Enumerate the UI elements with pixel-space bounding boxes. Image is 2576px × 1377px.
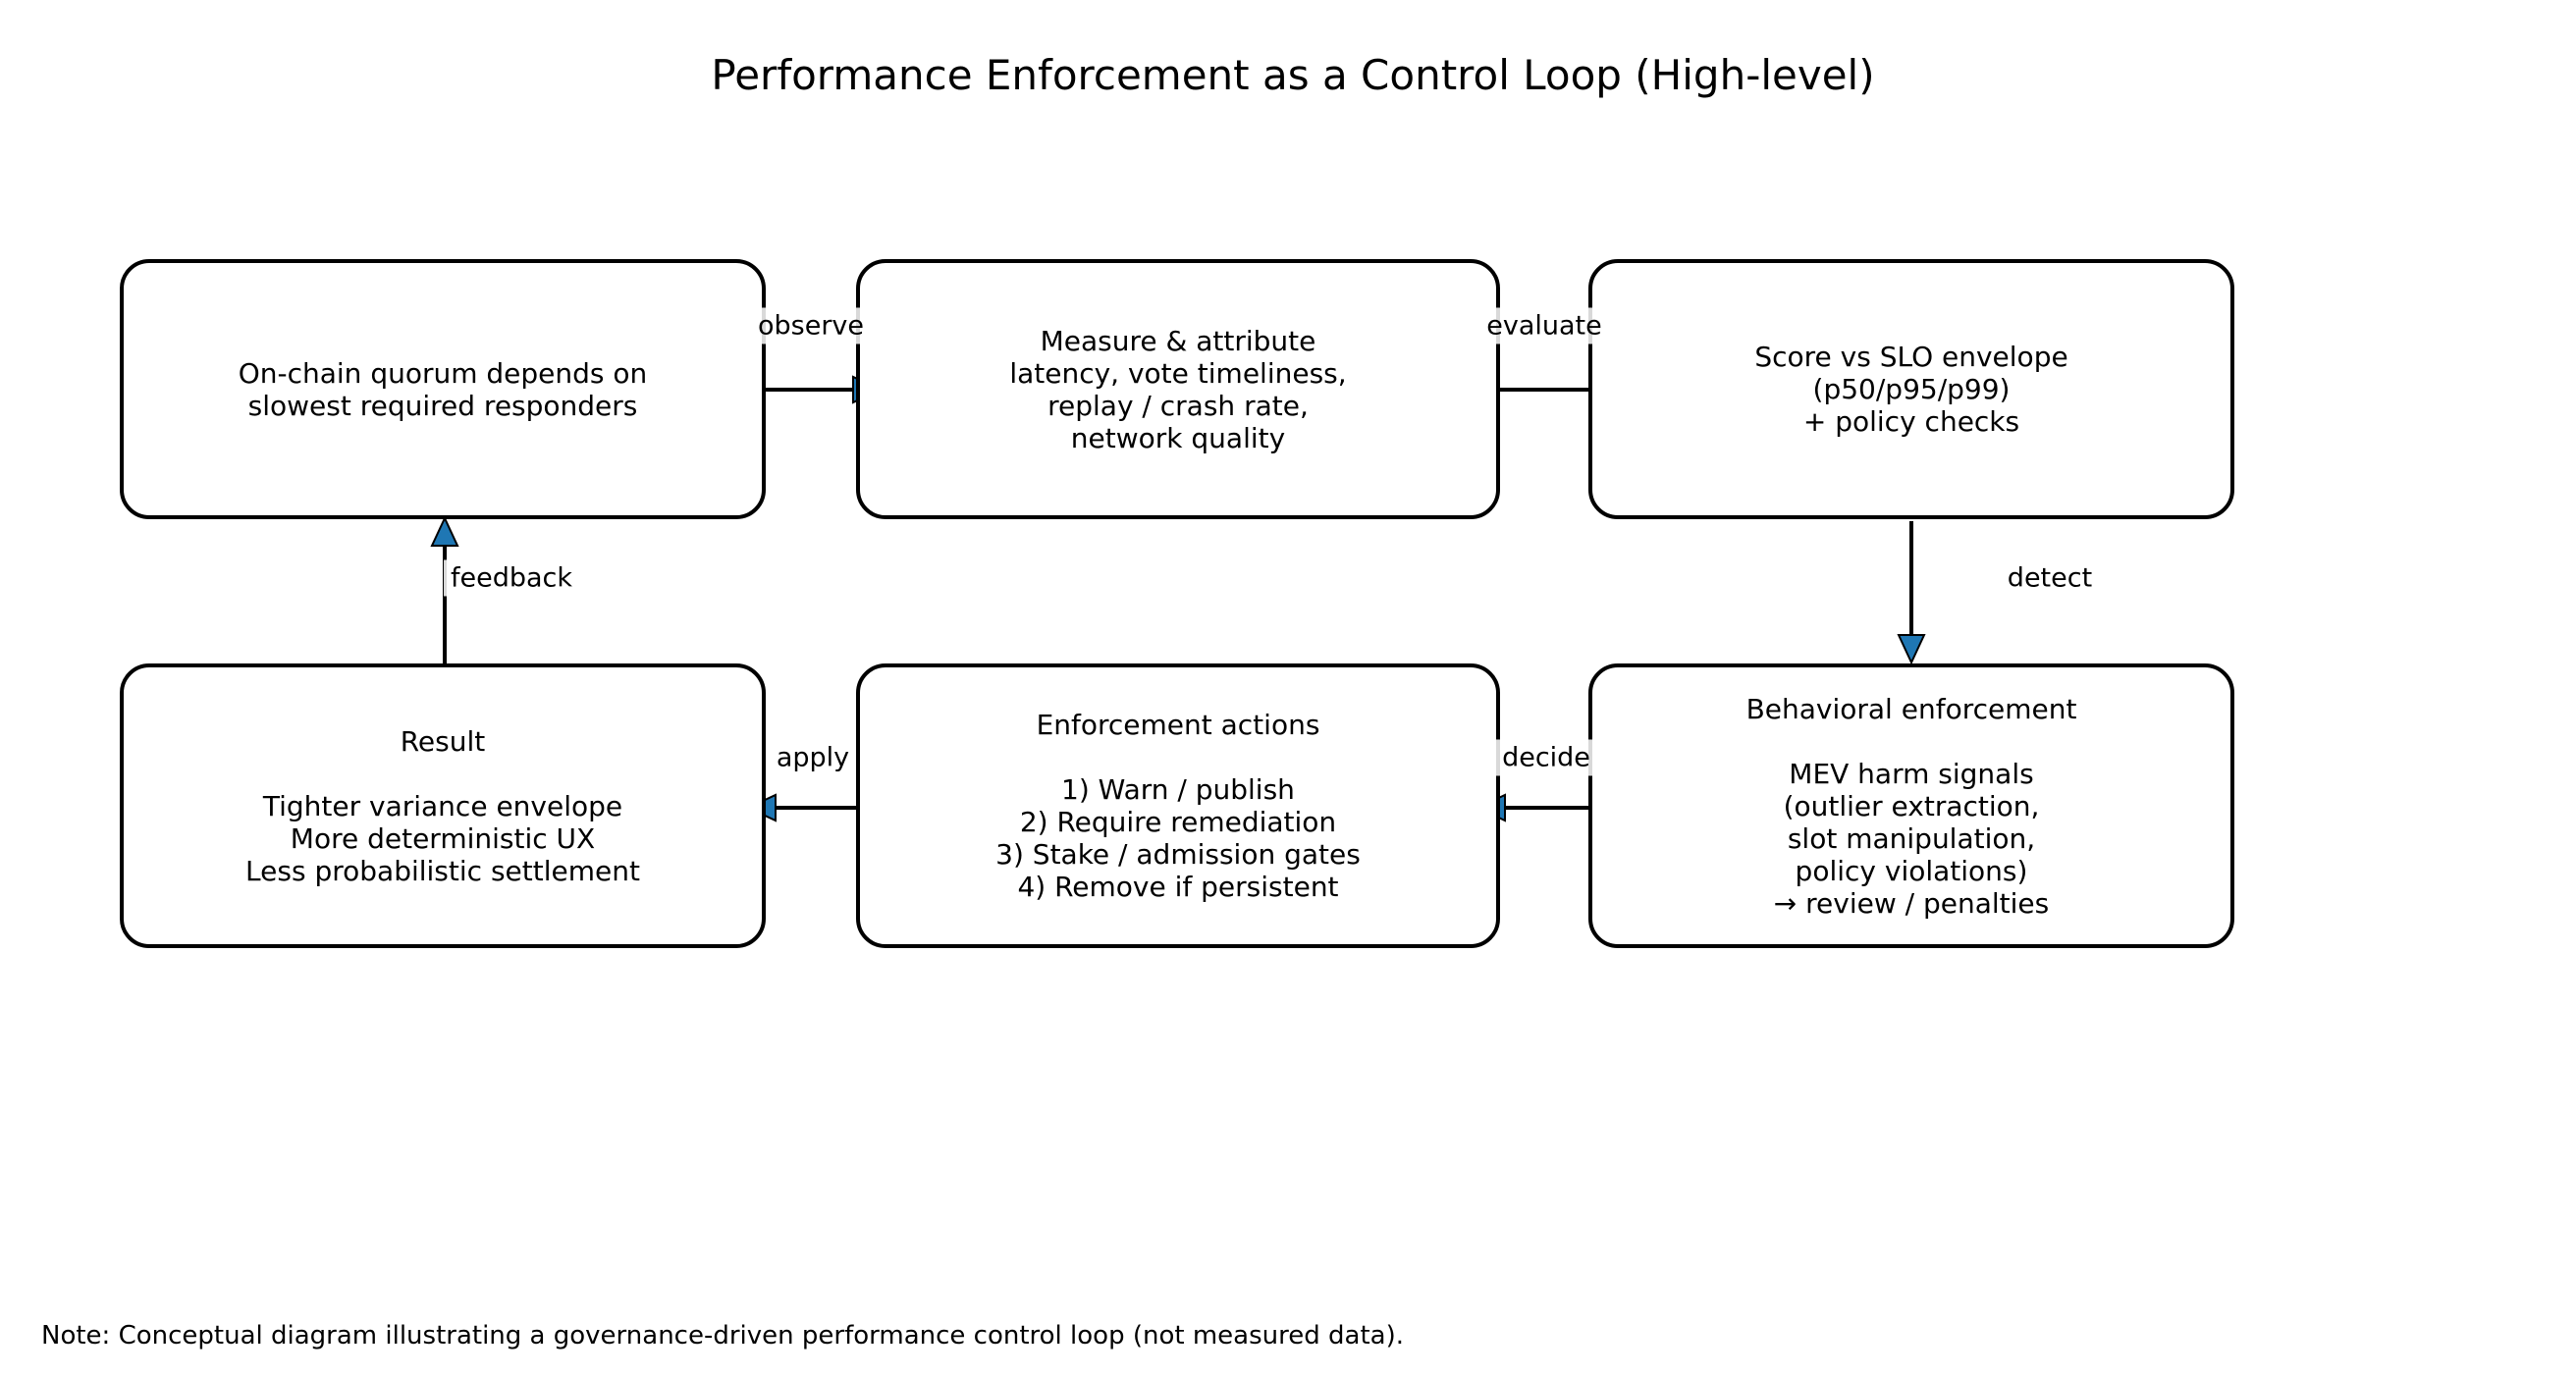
edge-label-decide: decide	[1495, 739, 1597, 776]
edge-label-apply: apply	[769, 739, 857, 776]
box-score-vs-slo-text: Score vs SLO envelope (p50/p95/p99) + po…	[1754, 341, 2068, 438]
box-behavioral-enforcement: Behavioral enforcement MEV harm signals …	[1588, 663, 2234, 948]
detect-arrow	[1897, 521, 1926, 665]
box-result: Result Tighter variance envelope More de…	[120, 663, 766, 948]
box-behavioral-enforcement-text: Behavioral enforcement MEV harm signals …	[1745, 692, 2077, 920]
edge-label-feedback: feedback	[443, 559, 580, 597]
diagram-note: Note: Conceptual diagram illustrating a …	[41, 1321, 1404, 1351]
box-on-chain-quorum: On-chain quorum depends on slowest requi…	[120, 259, 766, 519]
box-enforcement-actions: Enforcement actions 1) Warn / publish 2)…	[856, 663, 1500, 948]
edge-label-detect: detect	[2000, 559, 2100, 597]
diagram-title: Performance Enforcement as a Control Loo…	[711, 51, 1875, 99]
box-result-text: Result Tighter variance envelope More de…	[245, 724, 640, 887]
edge-label-evaluate: evaluate	[1479, 307, 1609, 344]
box-score-vs-slo: Score vs SLO envelope (p50/p95/p99) + po…	[1588, 259, 2234, 519]
box-measure-attribute-text: Measure & attribute latency, vote timeli…	[1009, 324, 1347, 454]
box-on-chain-quorum-text: On-chain quorum depends on slowest requi…	[238, 356, 648, 422]
box-measure-attribute: Measure & attribute latency, vote timeli…	[856, 259, 1500, 519]
box-enforcement-actions-text: Enforcement actions 1) Warn / publish 2)…	[995, 709, 1361, 903]
edge-label-observe: observe	[750, 307, 872, 344]
